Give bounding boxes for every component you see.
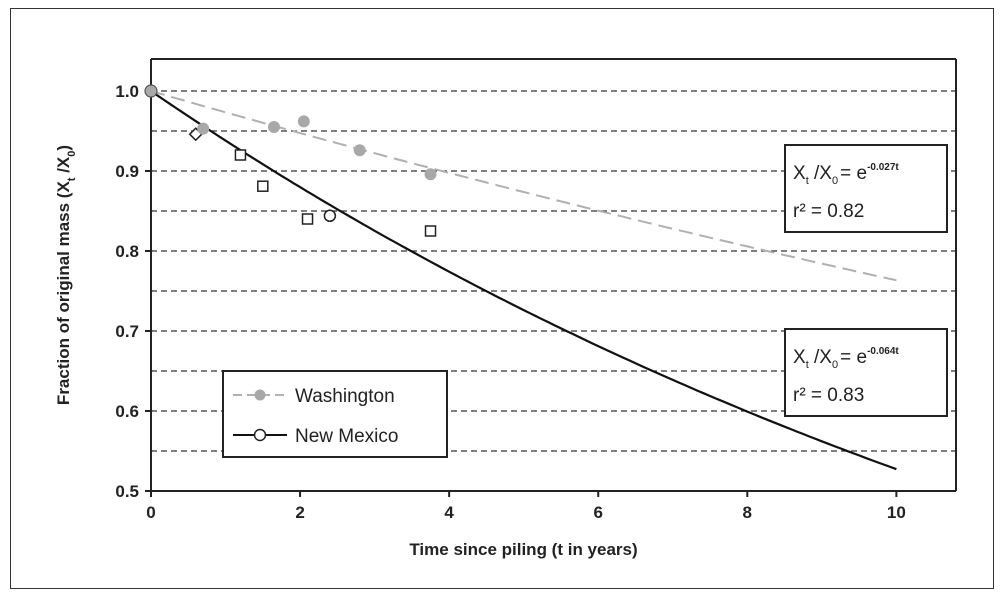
point-new-mexico: [301, 213, 314, 225]
x-tick-label: 6: [593, 503, 602, 522]
x-tick-label: 4: [444, 503, 454, 522]
equation-box-new-mexico: Xt /X0 = e-0.064t r² = 0.83: [784, 328, 948, 417]
point-washington: [267, 121, 280, 133]
equation-washington: Xt /X0 = e-0.027t: [793, 162, 899, 187]
equation-box-washington: Xt /X0 = e-0.027t r² = 0.82: [784, 144, 948, 233]
legend-new-mexico-marker: [253, 428, 267, 442]
data-points: [144, 84, 437, 237]
point-new-mexico: [323, 209, 337, 223]
legend: Washington New Mexico: [222, 370, 448, 458]
x-axis-title: Time since piling (t in years): [409, 540, 637, 559]
point-washington: [353, 144, 366, 157]
point-new-mexico: [424, 225, 437, 237]
point-new-mexico: [257, 180, 269, 192]
x-tick-label: 0: [146, 503, 155, 522]
legend-new-mexico-label: New Mexico: [295, 426, 398, 447]
y-axis-title-sub1: t: [66, 177, 78, 181]
legend-washington-marker: [254, 389, 266, 401]
y-tick-label: 1.0: [115, 82, 139, 101]
y-axis-title-main: Fraction of original mass (X: [54, 181, 73, 406]
y-tick-label: 0.5: [115, 482, 139, 501]
axes: [150, 58, 957, 492]
equation-new-mexico: Xt /X0 = e-0.064t: [793, 346, 899, 371]
equation-box-washington-border: [784, 144, 948, 233]
point-origin: [144, 84, 158, 98]
y-axis-title-end: ): [54, 145, 73, 151]
fit-curve-new-mexico: [150, 90, 897, 471]
r2-new-mexico: r² = 0.83: [793, 385, 864, 406]
legend-border: [222, 370, 448, 458]
point-washington: [424, 168, 437, 181]
chart-svg: 0 2 4 6 8 10 0.5 0.6 0.7 0.8 0.9 1.0 Time since pil…: [54, 58, 957, 559]
y-tick-label: 0.6: [115, 402, 139, 421]
x-tick-label: 8: [743, 503, 752, 522]
tick-labels: 0 2 4 6 8 10 0.5 0.6 0.7 0.8 0.9 1.0: [115, 82, 905, 522]
x-tick-label: 10: [887, 503, 906, 522]
y-tick-label: 0.7: [115, 322, 139, 341]
y-axis-title-mid: /X: [54, 156, 73, 177]
y-axis-title: Fraction of original mass (Xt /X0): [54, 145, 78, 405]
point-washington: [297, 115, 310, 128]
y-tick-label: 0.9: [115, 162, 139, 181]
x-tick-label: 2: [295, 503, 304, 522]
y-axis-title-sub2: 0: [66, 151, 78, 157]
point-washington: [197, 122, 210, 135]
equation-box-new-mexico-border: [784, 328, 948, 417]
chart-frame: 0 2 4 6 8 10 0.5 0.6 0.7 0.8 0.9 1.0 Time since pil…: [10, 8, 994, 589]
point-new-mexico: [234, 149, 247, 161]
legend-washington-label: Washington: [295, 386, 395, 407]
y-tick-label: 0.8: [115, 242, 139, 261]
r2-washington: r² = 0.82: [793, 201, 864, 222]
